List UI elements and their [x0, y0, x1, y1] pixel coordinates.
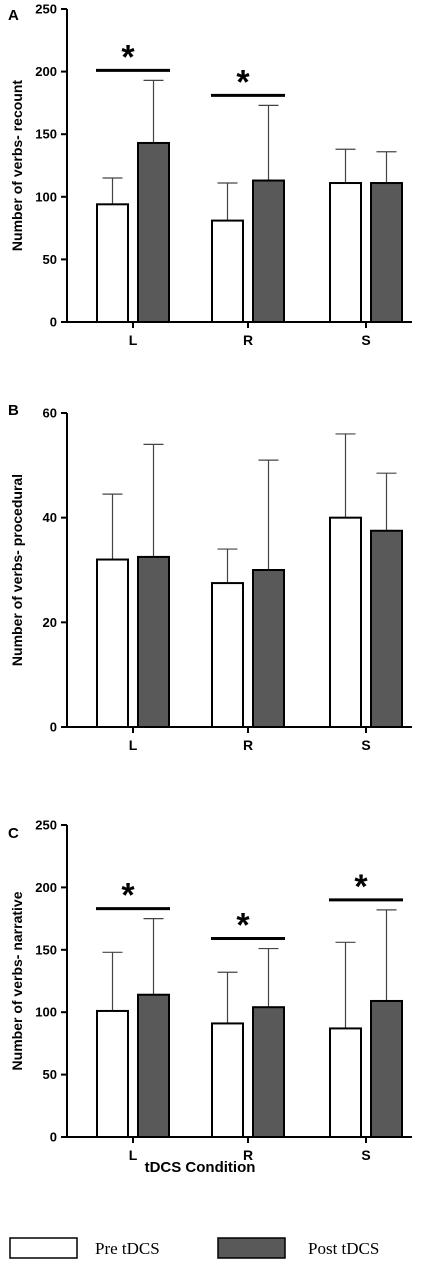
bar-pre — [96, 203, 129, 323]
bar-post — [252, 179, 285, 323]
y-tick-label: 150 — [35, 942, 57, 957]
y-tick-label: 0 — [50, 315, 57, 330]
panel-letter: B — [8, 402, 19, 419]
bar-pre — [211, 1022, 244, 1139]
y-tick-label: 0 — [50, 1130, 57, 1145]
x-tick-label: R — [243, 332, 253, 348]
significance-star: * — [236, 907, 250, 945]
legend-label-post: Post tDCS — [308, 1239, 379, 1258]
bar-pre — [96, 558, 129, 728]
y-tick-label: 200 — [35, 880, 57, 895]
bar-post — [370, 182, 403, 323]
x-tick-label: S — [361, 332, 370, 348]
bar-post — [370, 529, 403, 728]
legend-swatch-post — [217, 1237, 286, 1259]
y-tick-label: 40 — [43, 510, 57, 525]
significance-star: * — [236, 63, 250, 101]
chart-panel-c: C Number of verbs- narrative 0 50 100 150 200 2… — [8, 818, 412, 1163]
panel-letter: C — [8, 825, 19, 842]
y-tick-label: 250 — [35, 818, 57, 833]
chart-panel-b: B Number of verbs- procedural 0 20 40 60 L R S — [8, 402, 412, 753]
y-tick-label: 60 — [43, 406, 57, 421]
y-tick-label: 0 — [50, 720, 57, 735]
significance-star: * — [121, 877, 135, 915]
bar-post — [252, 569, 285, 728]
y-tick-label: 250 — [35, 2, 57, 17]
x-tick-label: L — [129, 1147, 138, 1163]
x-tick-label: L — [129, 737, 138, 753]
significance-star: * — [354, 868, 368, 906]
bar-post — [252, 1006, 285, 1139]
bar-post — [370, 999, 403, 1139]
y-axis-label: Number of verbs- recount — [9, 80, 25, 251]
bar-pre — [329, 1027, 362, 1138]
x-tick-label: L — [129, 332, 138, 348]
bar-pre — [96, 1009, 129, 1139]
bar-pre — [211, 219, 244, 323]
bar-pre — [211, 582, 244, 728]
y-axis-label: Number of verbs- procedural — [9, 474, 25, 666]
y-tick-label: 200 — [35, 64, 57, 79]
x-tick-label: S — [361, 1147, 370, 1163]
legend: Pre tDCS Post tDCS — [9, 1237, 379, 1259]
bar-post — [137, 993, 170, 1139]
legend-swatch-pre — [9, 1237, 78, 1259]
bar-pre — [329, 516, 362, 729]
chart-panel-a: A Number of verbs- recount 0 50 100 150 200 250… — [8, 2, 412, 348]
bar-post — [137, 555, 170, 729]
y-axis-label: Number of verbs- narrative — [9, 891, 25, 1070]
bar-post — [137, 141, 170, 323]
bar-pre — [329, 182, 362, 323]
y-tick-label: 50 — [43, 252, 57, 267]
x-tick-label: R — [243, 737, 253, 753]
y-tick-label: 50 — [43, 1067, 57, 1082]
y-tick-label: 100 — [35, 189, 57, 204]
significance-star: * — [121, 38, 135, 76]
y-tick-label: 100 — [35, 1005, 57, 1020]
legend-label-pre: Pre tDCS — [95, 1239, 160, 1258]
x-tick-label: S — [361, 737, 370, 753]
panel-letter: A — [8, 7, 19, 24]
y-tick-label: 150 — [35, 127, 57, 142]
x-axis-title: tDCS Condition — [145, 1159, 256, 1176]
x-tick-label: R — [243, 1147, 253, 1163]
y-tick-label: 20 — [43, 615, 57, 630]
